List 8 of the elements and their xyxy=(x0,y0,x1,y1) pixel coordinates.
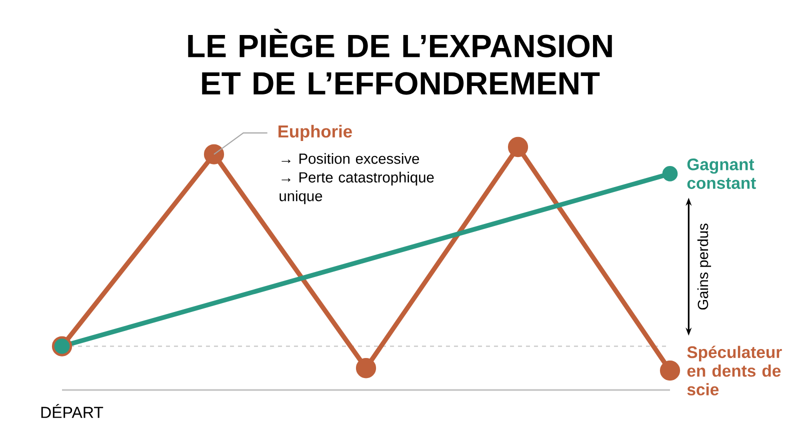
series-label: Gagnant constant xyxy=(687,158,756,189)
text: DÉPART xyxy=(41,404,104,418)
text: Euphorie xyxy=(278,124,352,142)
chart-title: LE PIÈGE DE L’EXPANSION ET DE L’EFFONDREMENT xyxy=(188,28,612,95)
annotation: → Perte catastrophique unique xyxy=(280,172,434,204)
series-label: Spéculateur en dents de scie xyxy=(687,346,782,396)
annotation: → Position excessive xyxy=(282,153,420,164)
text: Gains perdus xyxy=(697,224,712,310)
